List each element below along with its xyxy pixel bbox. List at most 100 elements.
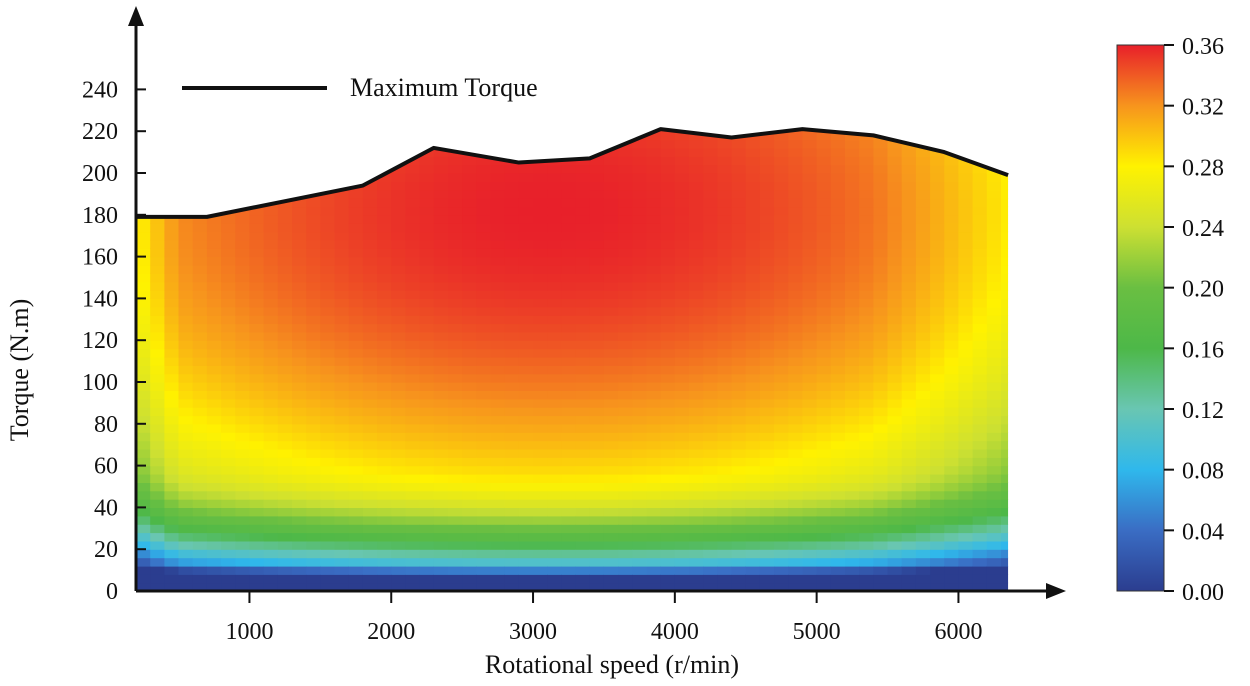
heatmap-cell [745, 524, 761, 534]
heatmap-cell [774, 323, 789, 333]
heatmap-cell [986, 373, 1002, 383]
heatmap-cell [362, 407, 378, 417]
heatmap-cell [717, 582, 733, 592]
heatmap-cell [561, 231, 577, 241]
heatmap-cell [944, 565, 960, 575]
heatmap-cell [972, 189, 988, 199]
heatmap-cell [632, 189, 648, 199]
heatmap-cell [816, 390, 832, 400]
heatmap-cell [306, 382, 321, 391]
heatmap-cell [618, 198, 633, 208]
heatmap-cell [249, 106, 264, 115]
heatmap-cell [391, 198, 406, 208]
heatmap-cell [405, 323, 421, 333]
heatmap-cell [618, 273, 633, 283]
heatmap-cell [476, 407, 492, 417]
heatmap-cell [958, 457, 974, 467]
heatmap-cell [859, 482, 874, 492]
heatmap-cell [788, 549, 804, 559]
heatmap-cell [845, 499, 860, 508]
heatmap-cell [533, 173, 548, 182]
heatmap-cell [362, 365, 378, 375]
heatmap-cell [433, 532, 449, 542]
heatmap-cell [589, 189, 605, 199]
heatmap-cell [476, 214, 492, 224]
heatmap-cell [972, 256, 988, 266]
heatmap-cell [206, 457, 222, 467]
heatmap-cell [178, 273, 194, 283]
heatmap-cell [391, 474, 406, 483]
heatmap-cell [391, 223, 406, 233]
heatmap-cell [759, 306, 775, 316]
heatmap-cell [320, 448, 336, 458]
heatmap-cell [433, 248, 449, 258]
heatmap-cell [887, 482, 903, 492]
heatmap-cell [419, 457, 435, 467]
heatmap-cell [490, 499, 506, 508]
heatmap-cell [164, 432, 180, 442]
heatmap-cell [192, 147, 208, 157]
heatmap-cell [277, 474, 293, 483]
heatmap-cell [462, 214, 477, 224]
y-axis-arrow [128, 6, 144, 26]
heatmap-cell [632, 499, 648, 508]
heatmap-cell [206, 356, 222, 366]
heatmap-cell [618, 323, 633, 333]
heatmap-cell [164, 189, 180, 199]
heatmap-cell [547, 482, 562, 492]
heatmap-cell [774, 331, 789, 341]
heatmap-cell [504, 340, 520, 350]
heatmap-cell [334, 131, 350, 141]
heatmap-cell [618, 131, 633, 141]
heatmap-cell [731, 181, 747, 191]
heatmap-cell [774, 482, 789, 492]
heatmap-cell [490, 440, 506, 450]
heatmap-cell [660, 281, 676, 291]
heatmap-cell [561, 331, 577, 341]
heatmap-cell [603, 423, 619, 433]
heatmap-cell [986, 340, 1002, 350]
heatmap-cell [802, 265, 818, 274]
heatmap-cell [178, 356, 194, 366]
heatmap-cell [1001, 465, 1009, 475]
heatmap-cell [930, 398, 945, 408]
heatmap-cell [816, 549, 832, 559]
heatmap-cell [362, 298, 378, 308]
heatmap-cell [277, 156, 293, 166]
heatmap-cell [561, 432, 577, 442]
heatmap-cell [462, 499, 477, 508]
heatmap-cell [533, 515, 548, 525]
heatmap-cell [972, 223, 988, 233]
heatmap-cell [915, 465, 931, 475]
heatmap-cell [192, 574, 208, 584]
heatmap-cell [887, 273, 903, 283]
heatmap-cell [405, 582, 421, 592]
heatmap-cell [830, 156, 846, 166]
heatmap-cell [759, 382, 775, 391]
heatmap-cell [717, 390, 733, 400]
heatmap-cell [859, 315, 874, 325]
heatmap-cell [263, 239, 279, 249]
heatmap-cell [490, 348, 506, 358]
heatmap-cell [221, 515, 236, 525]
heatmap-cell [887, 323, 903, 333]
heatmap-cell [504, 440, 520, 450]
heatmap-cell [448, 382, 463, 391]
heatmap-cell [830, 507, 846, 517]
heatmap-cell [306, 273, 321, 283]
heatmap-cell [660, 365, 676, 375]
heatmap-cell [419, 515, 435, 525]
heatmap-cell [206, 156, 222, 166]
heatmap-cell [263, 223, 279, 233]
heatmap-cell [745, 231, 761, 241]
heatmap-cell [476, 248, 492, 258]
heatmap-cell [816, 323, 832, 333]
heatmap-cell [221, 214, 236, 224]
heatmap-cell [745, 139, 761, 149]
heatmap-cell [547, 189, 562, 199]
heatmap-cell [292, 256, 307, 266]
heatmap-cell [249, 189, 265, 199]
heatmap-cell [788, 490, 804, 500]
heatmap-cell [859, 557, 874, 567]
heatmap-cell [759, 231, 775, 241]
